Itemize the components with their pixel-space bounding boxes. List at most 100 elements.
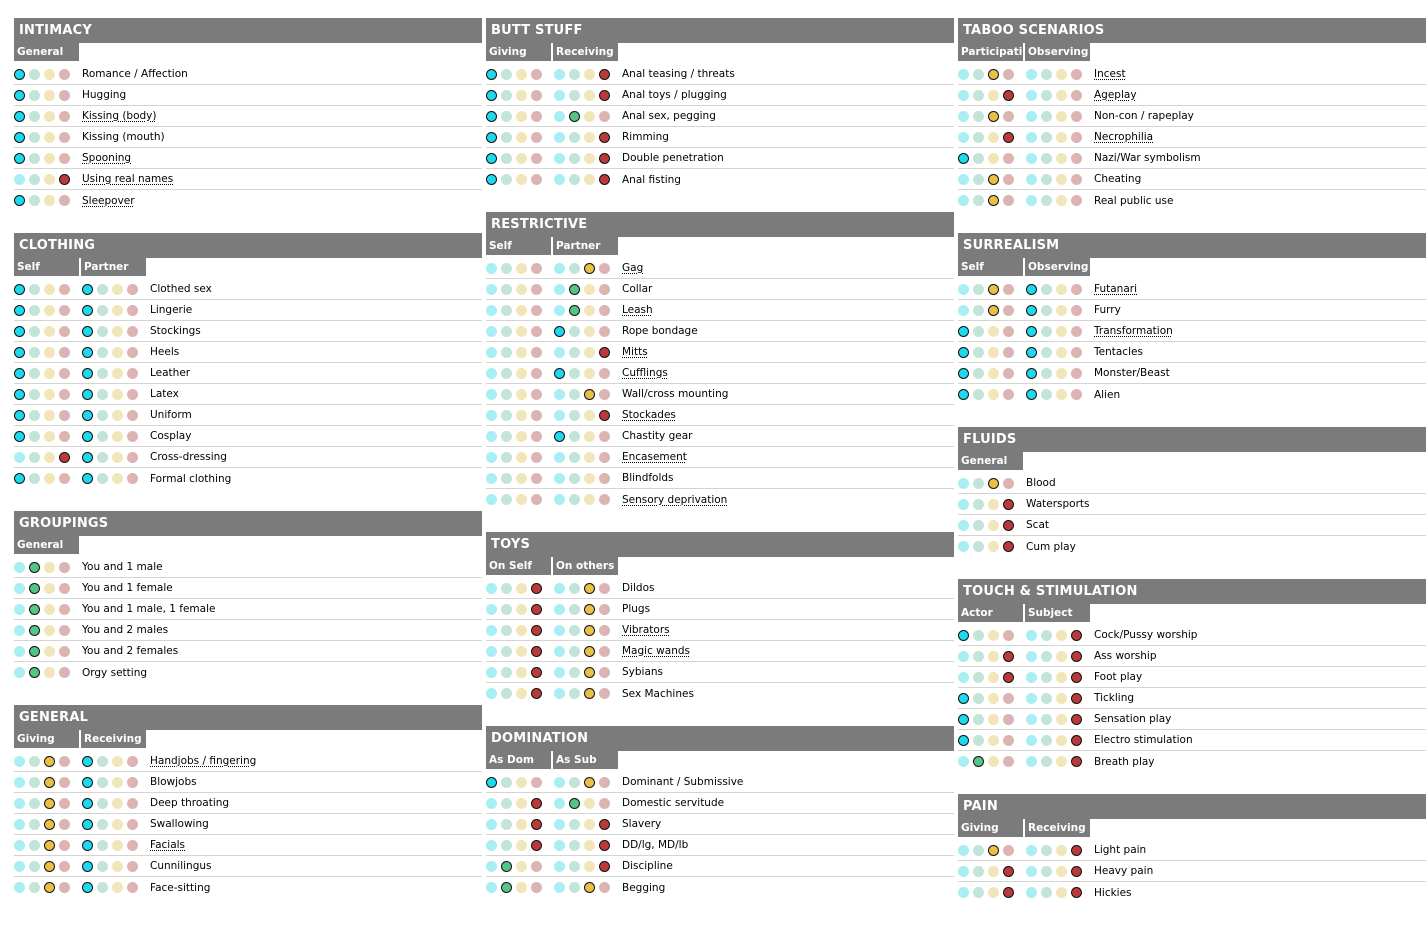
choice-okay-button[interactable] xyxy=(1056,346,1067,358)
choice-like-button[interactable] xyxy=(501,624,512,636)
choice-no-button[interactable] xyxy=(59,346,70,358)
choice-no-button[interactable] xyxy=(1071,131,1082,143)
choice-okay-button[interactable] xyxy=(988,692,999,704)
choice-no-button[interactable] xyxy=(127,325,138,337)
kink-label[interactable]: Facials xyxy=(150,839,186,851)
choice-like-button[interactable] xyxy=(569,797,580,809)
choice-like-button[interactable] xyxy=(29,818,40,830)
choice-like-button[interactable] xyxy=(973,68,984,80)
choice-okay-button[interactable] xyxy=(1056,325,1067,337)
kink-label[interactable]: Mitts xyxy=(622,346,648,358)
choice-no-button[interactable] xyxy=(1003,173,1014,185)
choice-like-button[interactable] xyxy=(1041,152,1052,164)
choice-favorite-button[interactable] xyxy=(82,346,93,358)
choice-no-button[interactable] xyxy=(599,283,610,295)
choice-okay-button[interactable] xyxy=(1056,887,1067,898)
choice-like-button[interactable] xyxy=(569,776,580,788)
choice-okay-button[interactable] xyxy=(584,666,595,678)
choice-okay-button[interactable] xyxy=(988,89,999,101)
choice-like-button[interactable] xyxy=(569,283,580,295)
choice-okay-button[interactable] xyxy=(1056,713,1067,725)
choice-like-button[interactable] xyxy=(29,110,40,122)
choice-okay-button[interactable] xyxy=(584,409,595,421)
choice-favorite-button[interactable] xyxy=(958,283,969,295)
choice-like-button[interactable] xyxy=(501,409,512,421)
choice-no-button[interactable] xyxy=(531,624,542,636)
choice-like-button[interactable] xyxy=(973,650,984,662)
choice-favorite-button[interactable] xyxy=(1026,152,1037,164)
choice-like-button[interactable] xyxy=(501,346,512,358)
choice-no-button[interactable] xyxy=(1071,629,1082,641)
choice-favorite-button[interactable] xyxy=(486,367,497,379)
choice-no-button[interactable] xyxy=(127,283,138,295)
choice-no-button[interactable] xyxy=(127,797,138,809)
choice-like-button[interactable] xyxy=(973,519,984,531)
choice-like-button[interactable] xyxy=(1041,756,1052,767)
choice-like-button[interactable] xyxy=(569,68,580,80)
kink-label[interactable]: Vibrators xyxy=(622,624,670,636)
choice-favorite-button[interactable] xyxy=(486,582,497,594)
choice-no-button[interactable] xyxy=(59,667,70,678)
choice-no-button[interactable] xyxy=(59,776,70,788)
choice-okay-button[interactable] xyxy=(516,451,527,463)
choice-like-button[interactable] xyxy=(1041,844,1052,856)
choice-okay-button[interactable] xyxy=(1056,629,1067,641)
choice-like-button[interactable] xyxy=(29,346,40,358)
choice-favorite-button[interactable] xyxy=(486,152,497,164)
choice-okay-button[interactable] xyxy=(1056,283,1067,295)
choice-favorite-button[interactable] xyxy=(82,797,93,809)
choice-okay-button[interactable] xyxy=(516,882,527,893)
choice-like-button[interactable] xyxy=(1041,173,1052,185)
choice-like-button[interactable] xyxy=(501,451,512,463)
choice-no-button[interactable] xyxy=(1071,671,1082,683)
choice-favorite-button[interactable] xyxy=(14,624,25,636)
choice-no-button[interactable] xyxy=(531,603,542,615)
choice-no-button[interactable] xyxy=(59,131,70,143)
choice-like-button[interactable] xyxy=(501,494,512,505)
choice-like-button[interactable] xyxy=(97,283,108,295)
choice-like-button[interactable] xyxy=(97,430,108,442)
choice-favorite-button[interactable] xyxy=(1026,734,1037,746)
choice-favorite-button[interactable] xyxy=(554,304,565,316)
choice-like-button[interactable] xyxy=(973,756,984,767)
choice-like-button[interactable] xyxy=(501,818,512,830)
choice-like-button[interactable] xyxy=(1041,671,1052,683)
choice-no-button[interactable] xyxy=(127,776,138,788)
choice-like-button[interactable] xyxy=(569,110,580,122)
choice-okay-button[interactable] xyxy=(44,325,55,337)
choice-no-button[interactable] xyxy=(59,473,70,484)
choice-like-button[interactable] xyxy=(569,688,580,699)
choice-no-button[interactable] xyxy=(127,818,138,830)
choice-like-button[interactable] xyxy=(501,860,512,872)
choice-like-button[interactable] xyxy=(973,498,984,510)
choice-okay-button[interactable] xyxy=(584,110,595,122)
choice-okay-button[interactable] xyxy=(44,755,55,767)
choice-no-button[interactable] xyxy=(531,666,542,678)
choice-okay-button[interactable] xyxy=(516,262,527,274)
choice-favorite-button[interactable] xyxy=(554,283,565,295)
choice-okay-button[interactable] xyxy=(112,797,123,809)
choice-no-button[interactable] xyxy=(59,797,70,809)
choice-no-button[interactable] xyxy=(127,839,138,851)
choice-like-button[interactable] xyxy=(973,541,984,552)
choice-okay-button[interactable] xyxy=(44,473,55,484)
choice-okay-button[interactable] xyxy=(516,325,527,337)
choice-no-button[interactable] xyxy=(599,110,610,122)
choice-okay-button[interactable] xyxy=(516,860,527,872)
choice-okay-button[interactable] xyxy=(584,89,595,101)
choice-favorite-button[interactable] xyxy=(554,494,565,505)
choice-favorite-button[interactable] xyxy=(486,68,497,80)
choice-like-button[interactable] xyxy=(569,152,580,164)
choice-okay-button[interactable] xyxy=(516,89,527,101)
choice-okay-button[interactable] xyxy=(44,304,55,316)
choice-favorite-button[interactable] xyxy=(1026,865,1037,877)
choice-no-button[interactable] xyxy=(599,367,610,379)
choice-no-button[interactable] xyxy=(127,473,138,484)
choice-okay-button[interactable] xyxy=(584,688,595,699)
choice-like-button[interactable] xyxy=(973,325,984,337)
choice-okay-button[interactable] xyxy=(112,304,123,316)
choice-no-button[interactable] xyxy=(59,755,70,767)
choice-no-button[interactable] xyxy=(1003,477,1014,489)
choice-no-button[interactable] xyxy=(1071,152,1082,164)
choice-like-button[interactable] xyxy=(973,110,984,122)
